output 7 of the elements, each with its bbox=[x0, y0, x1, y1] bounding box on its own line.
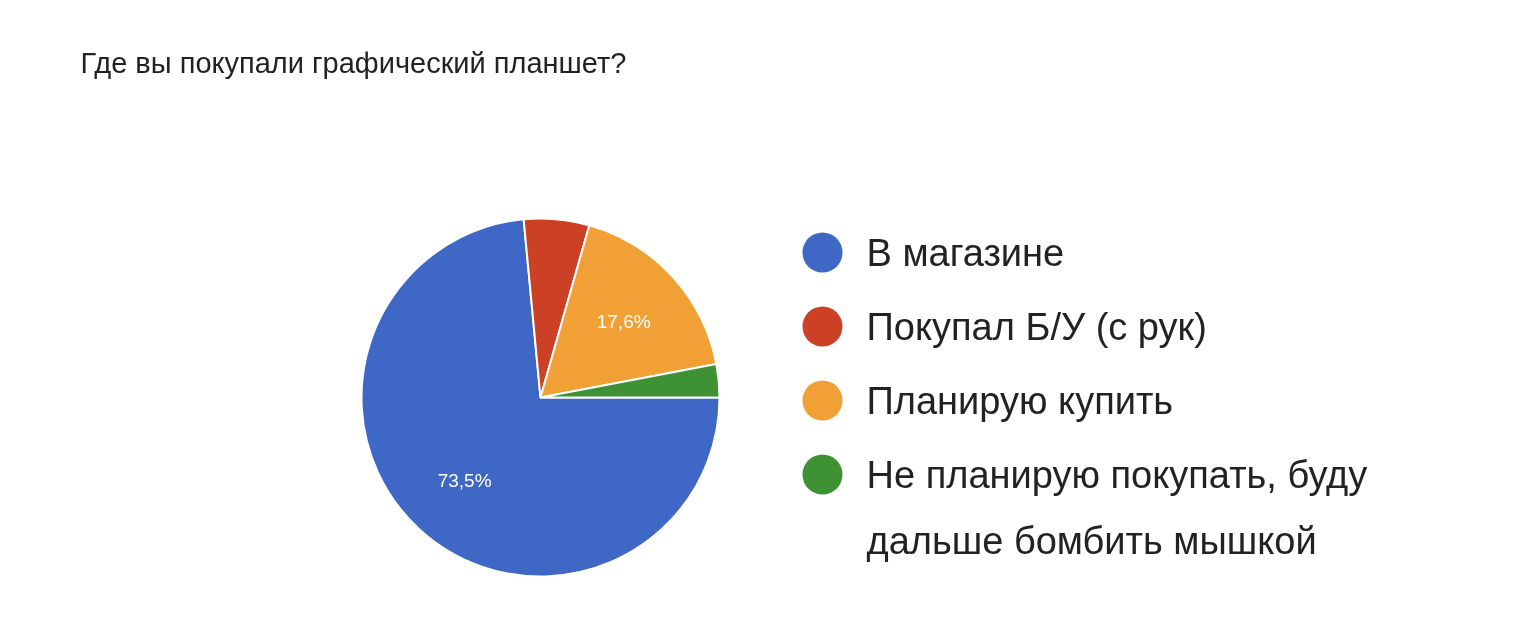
legend-label: Покупал Б/У (с рук) bbox=[866, 305, 1207, 348]
data-label: 73,5% bbox=[437, 470, 492, 492]
data-label: 17,6% bbox=[596, 310, 651, 332]
chart-title: Где вы покупали графический планшет? bbox=[80, 46, 627, 79]
legend-label: Планирую купить bbox=[866, 379, 1174, 422]
legend-label: В магазине bbox=[866, 231, 1065, 274]
legend-label: Не планирую покупать, буду дальше бомбить мышкой bbox=[866, 453, 1368, 562]
